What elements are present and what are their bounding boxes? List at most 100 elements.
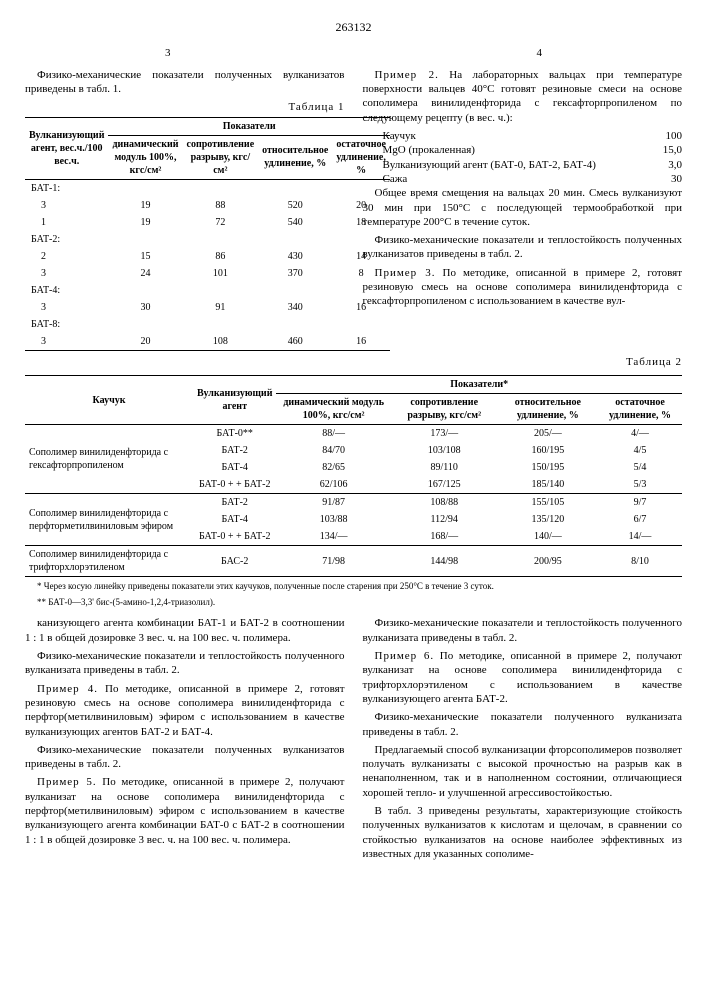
table-2: Каучук Вулканизующий агент Показатели* д… [25,375,682,577]
t1-col-head: динамический модуль 100%, кгс/см² [108,135,182,179]
t2-cell: 205/— [498,425,599,443]
t2-cell: БАТ-2 [193,442,276,459]
bl-p1: канизующего агента комбинации БАТ-1 и БА… [25,616,345,645]
t2-cell: БАТ-2 [193,494,276,512]
example-3: Пример 3. По методике, описанной в приме… [363,266,683,309]
t2-col-head: остаточное удлинение, % [598,394,682,425]
t2-cell: 200/95 [498,546,599,577]
left-intro: Физико-механические показатели полученны… [25,68,345,97]
t1-cell: 340 [258,299,332,316]
t2-cell: 112/94 [391,511,498,528]
table-1: Вулканизующий агент, вес.ч./100 вес.ч. П… [25,117,390,351]
t2-cell: 91/87 [276,494,390,512]
t2-cell: 103/108 [391,442,498,459]
t2-cell: 134/— [276,528,390,546]
t2-cell: 150/195 [498,459,599,476]
t2-cell: 108/88 [391,494,498,512]
t1-cell: 72 [183,214,259,231]
t1-col-head: относительное удлинение, % [258,135,332,179]
recipe-name: Каучук [383,129,416,143]
t2-footnote2: ** БАТ-0—3,3' бис-(5-амино-1,2,4-триазол… [25,597,682,609]
t1-cell: 3 [25,265,108,282]
bottom-right-column: Физико-механические показатели и теплост… [363,616,683,865]
t1-cell: 101 [183,265,259,282]
br-p4: Предлагаемый способ вулканизации фторсоп… [363,743,683,800]
t1-cell: 430 [258,248,332,265]
t2-cell: 135/120 [498,511,599,528]
recipe-line: Сажа30 [363,172,683,186]
t1-cell: 2 [25,248,108,265]
t2-cell: 71/98 [276,546,390,577]
br-p1: Физико-механические показатели и теплост… [363,616,683,645]
t1-cell: 108 [183,333,259,351]
recipe-value: 100 [666,129,683,143]
t1-cell: 460 [258,333,332,351]
t1-group-label: БАТ-1: [25,179,390,197]
recipe-name: MgO (прокаленная) [383,143,475,157]
t1-cell: 86 [183,248,259,265]
example-2: Пример 2. На лабораторных вальцах при те… [363,68,683,125]
t2-cell: 5/3 [598,476,682,494]
t1-cell: 30 [108,299,182,316]
t2-cell: 62/106 [276,476,390,494]
t2-cell: 8/10 [598,546,682,577]
t2-cell: БАТ-4 [193,459,276,476]
t2-cell: 4/— [598,425,682,443]
t1-head-main: Показатели [108,117,389,135]
recipe-value: 30 [671,172,682,186]
recipe-value: 15,0 [663,143,682,157]
t1-cell: 24 [108,265,182,282]
left-column: Физико-механические показатели полученны… [25,68,345,351]
t2-cell: 5/4 [598,459,682,476]
t1-cell: 3 [25,197,108,214]
bottom-left-column: канизующего агента комбинации БАТ-1 и БА… [25,616,345,865]
t1-head-agent: Вулканизующий агент, вес.ч./100 вес.ч. [25,117,108,179]
recipe-value: 3,0 [668,158,682,172]
t2-rubber: Сополимер винилиденфторида с перфтормети… [25,494,193,546]
bl-p3: Пример 4. По методике, описанной в приме… [25,682,345,739]
col-num-left: 3 [165,46,171,60]
t2-col-head: сопротивление разрыву, кгс/см² [391,394,498,425]
right-column: Пример 2. На лабораторных вальцах при те… [363,68,683,351]
t2-cell: 168/— [391,528,498,546]
recipe-list: Каучук 100 MgO (прокаленная) 15,0Вулканизую… [363,129,683,186]
t1-cell: 19 [108,197,182,214]
t2-cell: 173/— [391,425,498,443]
t2-cell: БАТ-0 + + БАТ-2 [193,476,276,494]
t2-cell: БАТ-0** [193,425,276,443]
t2-col-head: относительное удлинение, % [498,394,599,425]
t2-cell: 4/5 [598,442,682,459]
recipe-line: Каучук 100 [363,129,683,143]
table1-caption: Таблица 1 [25,100,345,114]
t2-rubber: Сополимер винилиденфторида с гексафторпр… [25,425,193,494]
t1-cell: 19 [108,214,182,231]
t2-rubber: Сополимер винилиденфторида с трифторхлор… [25,546,193,577]
t2-head-main: Показатели* [276,376,682,394]
t2-cell: 89/110 [391,459,498,476]
recipe-line: MgO (прокаленная) 15,0 [363,143,683,157]
t2-cell: 14/— [598,528,682,546]
t2-cell: 167/125 [391,476,498,494]
recipe-line: Вулканизующий агент (БАТ-0, БАТ-2, БАТ-4… [363,158,683,172]
t2-cell: 9/7 [598,494,682,512]
t2-head-rubber: Каучук [25,376,193,425]
t1-group-label: БАТ-4: [25,282,390,299]
t1-cell: 370 [258,265,332,282]
t2-cell: БАТ-4 [193,511,276,528]
t2-cell: 103/88 [276,511,390,528]
t1-cell: 88 [183,197,259,214]
t1-group-label: БАТ-8: [25,316,390,333]
t2-cell: 160/195 [498,442,599,459]
t2-cell: 185/140 [498,476,599,494]
t1-group-label: БАТ-2: [25,231,390,248]
br-p2: Пример 6. По методике, описанной в приме… [363,649,683,706]
t1-col-head: сопротивление разрыву, кгс/см² [183,135,259,179]
table2-caption: Таблица 2 [25,355,682,369]
t2-cell: 140/— [498,528,599,546]
bl-p2: Физико-механические показатели и теплост… [25,649,345,678]
right-p2: Общее время смещения на вальцах 20 мин. … [363,186,683,229]
t1-cell: 3 [25,299,108,316]
t2-cell: БАС-2 [193,546,276,577]
t2-footnote1: * Через косую линейку приведены показате… [25,581,682,593]
t1-cell: 540 [258,214,332,231]
